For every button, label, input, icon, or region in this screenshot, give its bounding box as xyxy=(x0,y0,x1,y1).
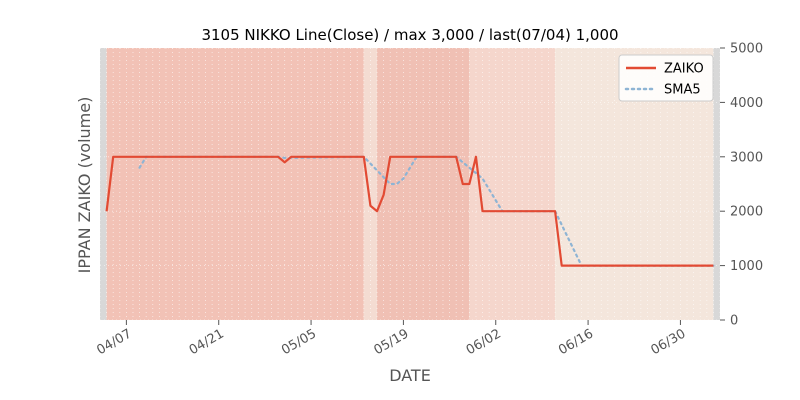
y-tick-label-0: 0 xyxy=(730,314,738,329)
x-tick-label-0: 04/07 xyxy=(94,326,134,358)
background-band-6 xyxy=(713,48,720,320)
background-band-1 xyxy=(106,48,364,320)
legend: ZAIKO SMA5 xyxy=(618,54,714,102)
series-line-zaiko xyxy=(105,155,714,267)
x-axis-label: DATE xyxy=(389,366,431,385)
x-tick-label-1: 04/21 xyxy=(187,326,227,358)
x-tick-label-2: 05/05 xyxy=(279,326,319,358)
y-axis-label: IPPAN ZAIKO (volume) xyxy=(75,97,94,274)
legend-label-sma5: SMA5 xyxy=(664,83,701,98)
x-tick-label-4: 06/02 xyxy=(464,326,504,358)
background-band-4 xyxy=(469,48,556,320)
legend-label-zaiko: ZAIKO xyxy=(664,62,704,77)
y-tick-label-5: 5000 xyxy=(730,42,763,57)
x-tick-label-6: 06/30 xyxy=(648,326,688,358)
grid xyxy=(99,47,721,321)
x-tick-label-3: 05/19 xyxy=(371,326,411,358)
background-band-0 xyxy=(100,48,107,320)
y-tick-label-1: 1000 xyxy=(730,259,763,274)
x-tick-label-5: 06/16 xyxy=(556,326,596,358)
chart-title: 3105 NIKKO Line(Close) / max 3,000 / las… xyxy=(201,26,618,44)
series-layer xyxy=(105,155,715,267)
y-tick-label-3: 3000 xyxy=(730,150,763,165)
y-tick-label-4: 4000 xyxy=(730,96,763,111)
legend-box xyxy=(618,54,714,102)
y-tick-label-2: 2000 xyxy=(730,205,763,220)
